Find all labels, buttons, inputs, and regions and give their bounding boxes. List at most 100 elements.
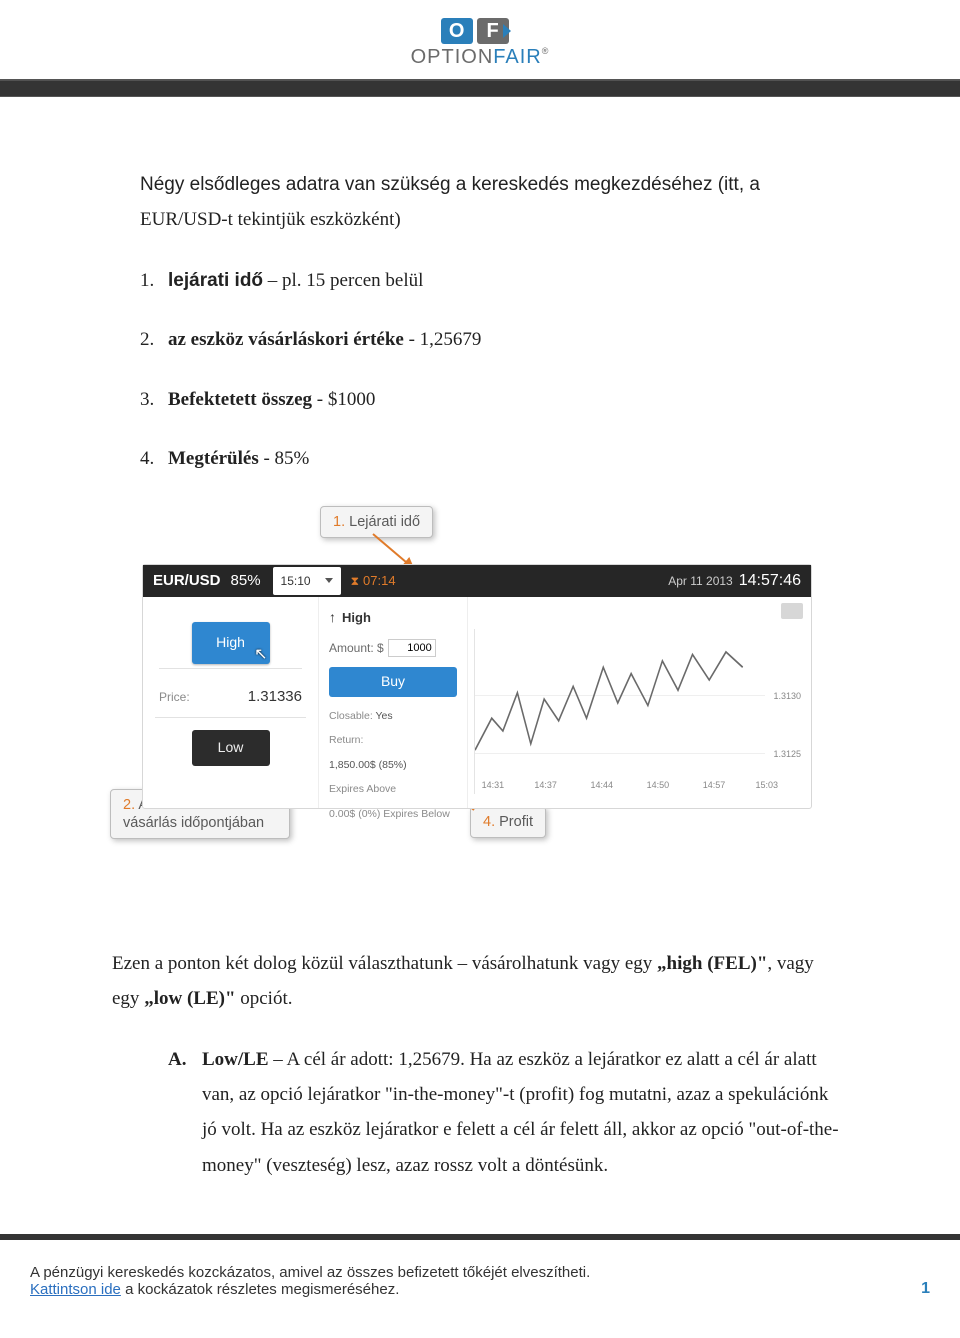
panel-mid-column: ↑ High Amount: $ Buy Closable: Yes	[318, 597, 468, 808]
logo-arrow-icon	[503, 24, 511, 38]
low-button[interactable]: Low	[192, 730, 270, 766]
para-bold-high: „high (FEL)"	[657, 953, 767, 974]
x-axis-label: 14:50	[647, 777, 670, 794]
primary-list: 1. lejárati idő – pl. 15 percen belül 2.…	[140, 263, 845, 476]
x-axis-label: 14:44	[591, 777, 614, 794]
list-num: 2.	[140, 322, 154, 357]
item-a-bold: Low/LE	[202, 1049, 269, 1070]
callout-text: Profit	[499, 814, 533, 830]
x-axis-label: 15:03	[756, 777, 779, 794]
list-bold: Megtérülés	[168, 448, 259, 469]
footer-link[interactable]: Kattintson ide	[30, 1281, 121, 1298]
chart-line-svg	[475, 629, 765, 782]
asset-pair-label: EUR/USD	[153, 567, 221, 595]
price-row: Price: 1.31336	[155, 669, 306, 718]
callout-profit: 4. Profit	[470, 806, 546, 838]
amount-input[interactable]	[388, 639, 436, 657]
chart-path	[475, 652, 743, 750]
price-label: Price:	[159, 686, 190, 708]
return-line-1: 1,850.00$ (85%)	[329, 756, 457, 775]
list-bold: Befektetett összeg	[168, 389, 312, 410]
logo-text: OPTIONFAIR®	[411, 46, 550, 69]
list-num: 3.	[140, 382, 154, 417]
page-number: 1	[921, 1280, 930, 1298]
closable-value: Yes	[376, 710, 393, 722]
list-item-1: 1. lejárati idő – pl. 15 percen belül	[140, 263, 845, 298]
trading-screenshot-figure: 1. Lejárati idő 2. Az eszköz értéke avás…	[120, 506, 820, 856]
item-a-text: – A cél ár adott: 1,25679. Ha az eszköz …	[202, 1049, 839, 1175]
amount-row: Amount: $	[329, 637, 457, 659]
list-rest: – pl. 15 percen belül	[263, 270, 423, 291]
para-end: opciót.	[236, 988, 293, 1009]
intro-line-b: EUR/USD-t tekintjük eszközként)	[140, 209, 401, 230]
logo-badge: O F	[441, 18, 550, 44]
header-logo-region: O F OPTIONFAIR®	[0, 0, 960, 79]
expiry-dropdown[interactable]: 15:10	[273, 567, 341, 595]
callout-num: 4.	[483, 814, 495, 830]
expiry-dropdown-value: 15:10	[281, 570, 311, 592]
item-a-letter: A.	[168, 1042, 186, 1077]
para-bold-low: „low (LE)"	[144, 988, 235, 1009]
item-a-paragraph: A. Low/LE – A cél ár adott: 1,25679. Ha …	[140, 1042, 845, 1183]
x-axis-label: 14:37	[534, 777, 557, 794]
logo-registered-icon: ®	[542, 46, 550, 56]
footer-text: A pénzügyi kereskedés kozckázatos, amive…	[30, 1264, 590, 1298]
option-choice-paragraph: Ezen a ponton két dolog közül választhat…	[112, 946, 845, 1016]
x-axis-label: 14:31	[482, 777, 505, 794]
high-button[interactable]: High ↖	[192, 622, 270, 664]
return-pct-label: 85%	[231, 567, 261, 595]
list-num: 4.	[140, 441, 154, 476]
list-item-4: 4. Megtérülés - 85%	[140, 441, 845, 476]
list-rest: - 1,25679	[404, 329, 482, 350]
buy-button[interactable]: Buy	[329, 667, 457, 697]
list-num: 1.	[140, 263, 154, 298]
callout-text: Lejárati idő	[349, 514, 420, 530]
low-button-label: Low	[218, 735, 244, 761]
list-item-3: 3. Befektetett összeg - $1000	[140, 382, 845, 417]
return-label-row: Return:	[329, 731, 457, 750]
intro-paragraph: Négy elsődleges adatra van szükség a ker…	[140, 167, 845, 237]
direction-row: ↑ High	[329, 605, 457, 631]
logo-square-f: F	[477, 18, 509, 44]
logo-word-option: OPTION	[411, 46, 494, 68]
arrow-up-icon: ↑	[329, 605, 336, 631]
chevron-down-icon	[325, 578, 333, 583]
document-body: Négy elsődleges adatra van szükség a ker…	[0, 97, 960, 1183]
footer-divider	[0, 1234, 960, 1240]
logo: O F OPTIONFAIR®	[411, 18, 550, 69]
expand-icon[interactable]	[781, 603, 803, 619]
list-item-2: 2. az eszköz vásárláskori értéke - 1,256…	[140, 322, 845, 357]
callout-num: 2.	[123, 797, 135, 813]
callout-expiry-time: 1. Lejárati idő	[320, 506, 433, 538]
list-rest: - $1000	[312, 389, 375, 410]
trading-panel: EUR/USD 85% 15:10 ⧗ 07:14 Apr 11 2013 14…	[142, 564, 812, 809]
closable-row: Closable: Yes	[329, 707, 457, 726]
price-value: 1.31336	[248, 683, 302, 711]
y-axis-label: 1.3125	[773, 746, 801, 763]
logo-word-fair: FAIR	[493, 46, 541, 68]
footer-line1: A pénzügyi kereskedés kozckázatos, amive…	[30, 1264, 590, 1281]
return-label: Return:	[329, 734, 363, 746]
callout-num: 1.	[333, 514, 345, 530]
time-label: 14:57:46	[739, 566, 801, 596]
list-rest: - 85%	[259, 448, 310, 469]
date-label: Apr 11 2013	[668, 570, 733, 592]
panel-body: High ↖ Price: 1.31336 Low ↑ High	[143, 597, 811, 808]
high-button-label: High	[216, 630, 245, 656]
panel-chart-column: 1.3130 1.3125 14:31 14:37 14:44 14:50 14…	[468, 597, 811, 808]
list-bold: az eszköz vásárláskori értéke	[168, 329, 404, 350]
intro-line-a: Négy elsődleges adatra van szükség a ker…	[140, 174, 760, 195]
panel-top-bar: EUR/USD 85% 15:10 ⧗ 07:14 Apr 11 2013 14…	[143, 565, 811, 597]
panel-left-column: High ↖ Price: 1.31336 Low	[143, 597, 318, 808]
countdown-timer: ⧗ 07:14	[351, 569, 396, 593]
return-line-3: 0.00$ (0%) Expires Below	[329, 805, 457, 824]
y-axis-label: 1.3130	[773, 688, 801, 705]
closable-label: Closable:	[329, 710, 373, 722]
cursor-icon: ↖	[254, 640, 267, 670]
amount-label: Amount: $	[329, 637, 384, 659]
footer: A pénzügyi kereskedés kozckázatos, amive…	[30, 1264, 930, 1298]
hourglass-icon: ⧗	[351, 570, 359, 592]
return-line-2: Expires Above	[329, 780, 457, 799]
timer-value: 07:14	[363, 569, 396, 593]
header-divider	[0, 79, 960, 97]
